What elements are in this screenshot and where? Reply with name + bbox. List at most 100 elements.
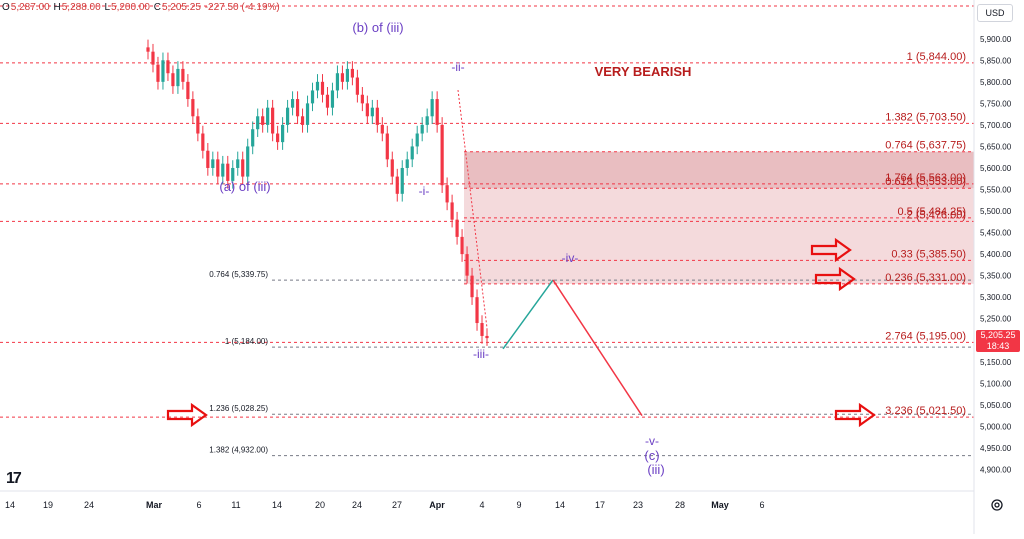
arrow-right-icon-1 xyxy=(810,237,852,263)
candle-body xyxy=(166,60,170,74)
wave-label-5: -iv- xyxy=(562,251,579,265)
wave-label-2: -ii- xyxy=(451,60,464,74)
ohlc-low-key: L xyxy=(104,2,111,13)
projection-up-leg xyxy=(502,279,554,350)
resistance-zone-core xyxy=(464,151,974,189)
candle-body xyxy=(151,51,155,65)
wave-label-4: -iii- xyxy=(473,347,489,361)
candle-body xyxy=(221,163,225,177)
level-label-0: 1 (5,844.00) xyxy=(907,51,966,63)
candle-body xyxy=(300,116,305,125)
x-tick-label-7: 20 xyxy=(315,500,325,510)
ohlc-low-value: 5,200.00 xyxy=(111,2,150,13)
candle-body xyxy=(365,103,369,117)
x-tick-label-15: 23 xyxy=(633,500,643,510)
ohlc-high-value: 5,288.00 xyxy=(61,2,101,13)
candle-body xyxy=(455,219,459,237)
level-label-10: 3.236 (5,021.50) xyxy=(885,405,966,417)
wave-label-3: -i- xyxy=(419,184,430,198)
y-tick-label-0: 4,900.00 xyxy=(980,465,1012,474)
candle-body xyxy=(325,94,330,108)
candle-body xyxy=(375,107,379,125)
level-label-8: 0.236 (5,331.00) xyxy=(885,272,966,284)
y-tick-label-16: 5,750.00 xyxy=(980,99,1012,108)
candle-body xyxy=(196,116,200,134)
gear-icon[interactable] xyxy=(990,498,1004,512)
x-tick-label-6: 14 xyxy=(272,500,282,510)
projection-down-leg xyxy=(552,279,643,417)
candle-body xyxy=(290,99,295,108)
y-tick-label-6: 5,250.00 xyxy=(980,315,1012,324)
candle-body xyxy=(171,73,175,87)
arrow-right-icon-3 xyxy=(166,402,208,428)
candle-body xyxy=(271,107,275,134)
x-tick-label-8: 24 xyxy=(352,500,362,510)
y-tick-label-11: 5,500.00 xyxy=(980,207,1012,216)
candle-body xyxy=(400,167,404,194)
wave-label-7: (c) xyxy=(644,448,659,463)
candle-body xyxy=(445,185,449,203)
x-tick-label-4: 6 xyxy=(196,500,201,510)
ohlc-close-value: 5,205.25 xyxy=(161,2,201,13)
candle-body xyxy=(480,323,484,336)
ohlc-open-key: O xyxy=(2,2,10,13)
candle-body xyxy=(340,73,345,82)
candle-body xyxy=(156,64,160,82)
candle-body xyxy=(465,254,469,276)
candle-body xyxy=(485,335,489,339)
candle-body xyxy=(430,99,434,117)
x-tick-label-12: 9 xyxy=(516,500,521,510)
last-price-value: 5,205.25 xyxy=(980,330,1016,340)
x-tick-label-0: 14 xyxy=(5,500,15,510)
last-price-tag: 5,205.25 18:43 xyxy=(976,330,1020,352)
candle-body xyxy=(405,159,409,168)
wave-label-0: (b) of (iii) xyxy=(352,20,403,35)
candle-body xyxy=(360,94,364,104)
candle-body xyxy=(460,236,464,255)
ohlc-close-key: C xyxy=(153,2,161,13)
currency-selector[interactable]: USD xyxy=(977,4,1013,22)
candle-body xyxy=(390,159,394,177)
x-tick-label-14: 17 xyxy=(595,500,605,510)
candle-body xyxy=(475,297,479,324)
x-tick-label-1: 19 xyxy=(43,500,53,510)
price-axis-panel xyxy=(974,0,1024,534)
x-tick-label-17: May xyxy=(711,500,729,510)
candle-body xyxy=(216,159,220,177)
y-tick-label-8: 5,350.00 xyxy=(980,272,1012,281)
candle-body xyxy=(350,68,354,78)
y-tick-label-2: 5,000.00 xyxy=(980,422,1012,431)
candle-body xyxy=(305,103,310,125)
candle-body xyxy=(420,124,424,134)
candle-body xyxy=(161,60,165,82)
candle-body xyxy=(295,99,300,117)
candle-body xyxy=(186,81,190,100)
candle-body xyxy=(425,116,429,125)
y-tick-label-3: 5,050.00 xyxy=(980,401,1012,410)
wave-label-6: -v- xyxy=(645,434,659,448)
candle-body xyxy=(440,124,444,186)
candle-body xyxy=(276,133,280,143)
y-tick-label-17: 5,800.00 xyxy=(980,78,1012,87)
candle-body xyxy=(181,68,185,82)
candle-body xyxy=(251,129,255,147)
y-tick-label-1: 4,950.00 xyxy=(980,444,1012,453)
x-tick-label-13: 14 xyxy=(555,500,565,510)
candle-body xyxy=(370,107,374,117)
candle-body xyxy=(261,116,265,125)
candle-body xyxy=(410,146,414,160)
left-level-label-0: 0.764 (5,339.75) xyxy=(209,270,268,279)
candle-body xyxy=(281,124,285,143)
candle-body xyxy=(380,124,384,134)
level-label-4: 0.618 (5,553.00) xyxy=(885,176,966,188)
candle-body xyxy=(241,159,245,177)
y-tick-label-19: 5,900.00 xyxy=(980,35,1012,44)
x-tick-label-2: 24 xyxy=(84,500,94,510)
tradingview-logo-icon[interactable]: 17 xyxy=(6,470,22,487)
candle-body xyxy=(285,107,290,125)
y-tick-label-5: 5,150.00 xyxy=(980,358,1012,367)
y-tick-label-12: 5,550.00 xyxy=(980,186,1012,195)
candle-body xyxy=(450,202,454,220)
